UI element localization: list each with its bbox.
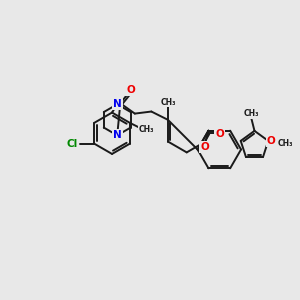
Text: O: O (126, 85, 135, 95)
Text: O: O (267, 136, 276, 146)
Text: CH₃: CH₃ (139, 124, 154, 134)
Text: CH₃: CH₃ (244, 109, 259, 118)
Text: CH₃: CH₃ (278, 140, 294, 148)
Text: O: O (200, 142, 209, 152)
Text: CH₃: CH₃ (160, 98, 176, 107)
Text: N: N (113, 130, 122, 140)
Text: N: N (113, 99, 122, 109)
Text: Cl: Cl (67, 139, 78, 148)
Text: O: O (215, 129, 224, 139)
